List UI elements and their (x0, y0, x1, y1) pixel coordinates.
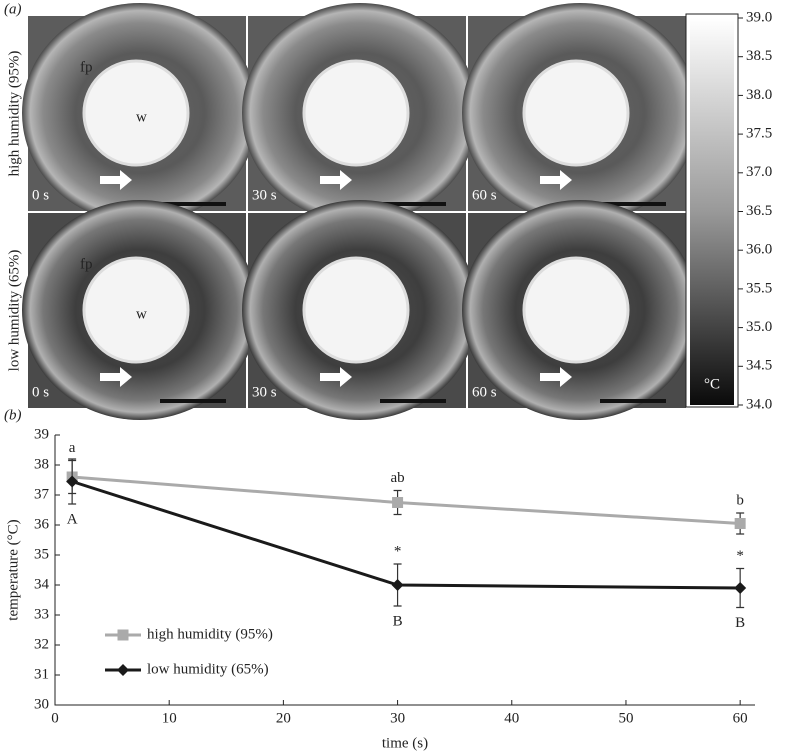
colorbar-tick-label: 35.0 (746, 319, 772, 335)
panel-label: (b) (4, 407, 22, 423)
thermal-image: 30 s (242, 3, 478, 223)
colorbar-tick-label: 36.0 (746, 242, 772, 258)
time-label: 60 s (472, 187, 497, 203)
legend-marker (117, 664, 129, 676)
y-tick-label: 34 (34, 576, 50, 592)
time-label: 0 s (32, 384, 49, 400)
x-tick-label: 30 (390, 710, 405, 726)
legend-label: low humidity (65%) (147, 661, 269, 677)
significance-label: a (69, 440, 76, 456)
series-line (72, 475, 741, 525)
x-tick-label: 40 (504, 710, 519, 726)
annotation: w (136, 306, 147, 322)
thermal-image: 30 s (242, 200, 478, 420)
water-drop (522, 256, 630, 364)
arrow (320, 367, 352, 387)
y-tick-label: 38 (34, 456, 49, 472)
series-line (71, 480, 741, 590)
marker (391, 579, 404, 591)
legend-marker (117, 629, 129, 641)
colorbar-tick-label: 36.5 (746, 203, 772, 219)
colorbar-tick-label: 34.5 (746, 358, 772, 374)
colorbar-tick-label: 39.0 (746, 9, 772, 25)
marker (66, 475, 79, 488)
colorbar-tick-label: 37.0 (746, 164, 772, 180)
time-label: 0 s (32, 187, 49, 203)
time-label: 30 s (252, 384, 277, 400)
annotation: fp (80, 59, 93, 75)
colorbar (690, 18, 734, 405)
annotation: w (136, 109, 147, 125)
x-tick-label: 50 (618, 710, 633, 726)
y-tick-label: 33 (34, 606, 49, 622)
y-tick-label: 35 (34, 546, 49, 562)
water-drop (82, 59, 190, 167)
time-label: 30 s (252, 187, 277, 203)
colorbar-tick-label: 35.5 (746, 280, 772, 296)
colorbar-tick-label: 38.0 (746, 87, 772, 103)
y-tick-label: 36 (34, 516, 50, 532)
y-tick-label: 37 (34, 486, 50, 502)
x-tick-label: 20 (276, 710, 291, 726)
water-drop (302, 59, 410, 167)
significance-label: B (393, 613, 403, 629)
colorbar-tick-label: 38.5 (746, 48, 772, 64)
significance-label: ab (390, 470, 404, 486)
row-label: high humidity (95%) (6, 51, 22, 177)
marker (734, 518, 746, 529)
y-tick-label: 30 (34, 696, 49, 712)
thermal-image: 60 s (462, 3, 698, 223)
row-label: low humidity (65%) (6, 250, 22, 372)
time-label: 60 s (472, 384, 497, 400)
x-tick-label: 60 (733, 710, 748, 726)
y-tick-label: 31 (34, 666, 49, 682)
water-drop (82, 256, 190, 364)
thermal-image: 60 s (462, 200, 698, 420)
arrow (540, 367, 572, 387)
x-tick-label: 10 (162, 710, 177, 726)
water-drop (522, 59, 630, 167)
thermal-image: 0 s fp w (22, 3, 258, 223)
annotation: fp (80, 256, 93, 272)
significance-label: * (736, 548, 744, 564)
arrow (100, 367, 132, 387)
significance-label: b (736, 492, 744, 508)
y-tick-label: 32 (34, 636, 49, 652)
significance-label: B (735, 615, 745, 631)
thermal-image: 0 s fp w (22, 200, 258, 420)
water-drop (302, 256, 410, 364)
marker (734, 582, 747, 594)
colorbar-unit: °C (704, 376, 720, 392)
colorbar-tick-label: 37.5 (746, 126, 772, 142)
panel-label: (a) (4, 1, 22, 17)
x-tick-label: 0 (51, 710, 59, 726)
legend-label: high humidity (95%) (147, 626, 273, 642)
x-axis-title: time (s) (382, 735, 428, 751)
y-axis-title: temperature (°C) (5, 519, 21, 620)
y-tick-label: 39 (34, 426, 49, 442)
significance-label: A (67, 511, 78, 527)
arrow (100, 170, 132, 190)
arrow (540, 170, 572, 190)
colorbar-tick-label: 34.0 (746, 396, 772, 412)
marker (392, 497, 404, 508)
significance-label: * (394, 543, 402, 559)
arrow (320, 170, 352, 190)
